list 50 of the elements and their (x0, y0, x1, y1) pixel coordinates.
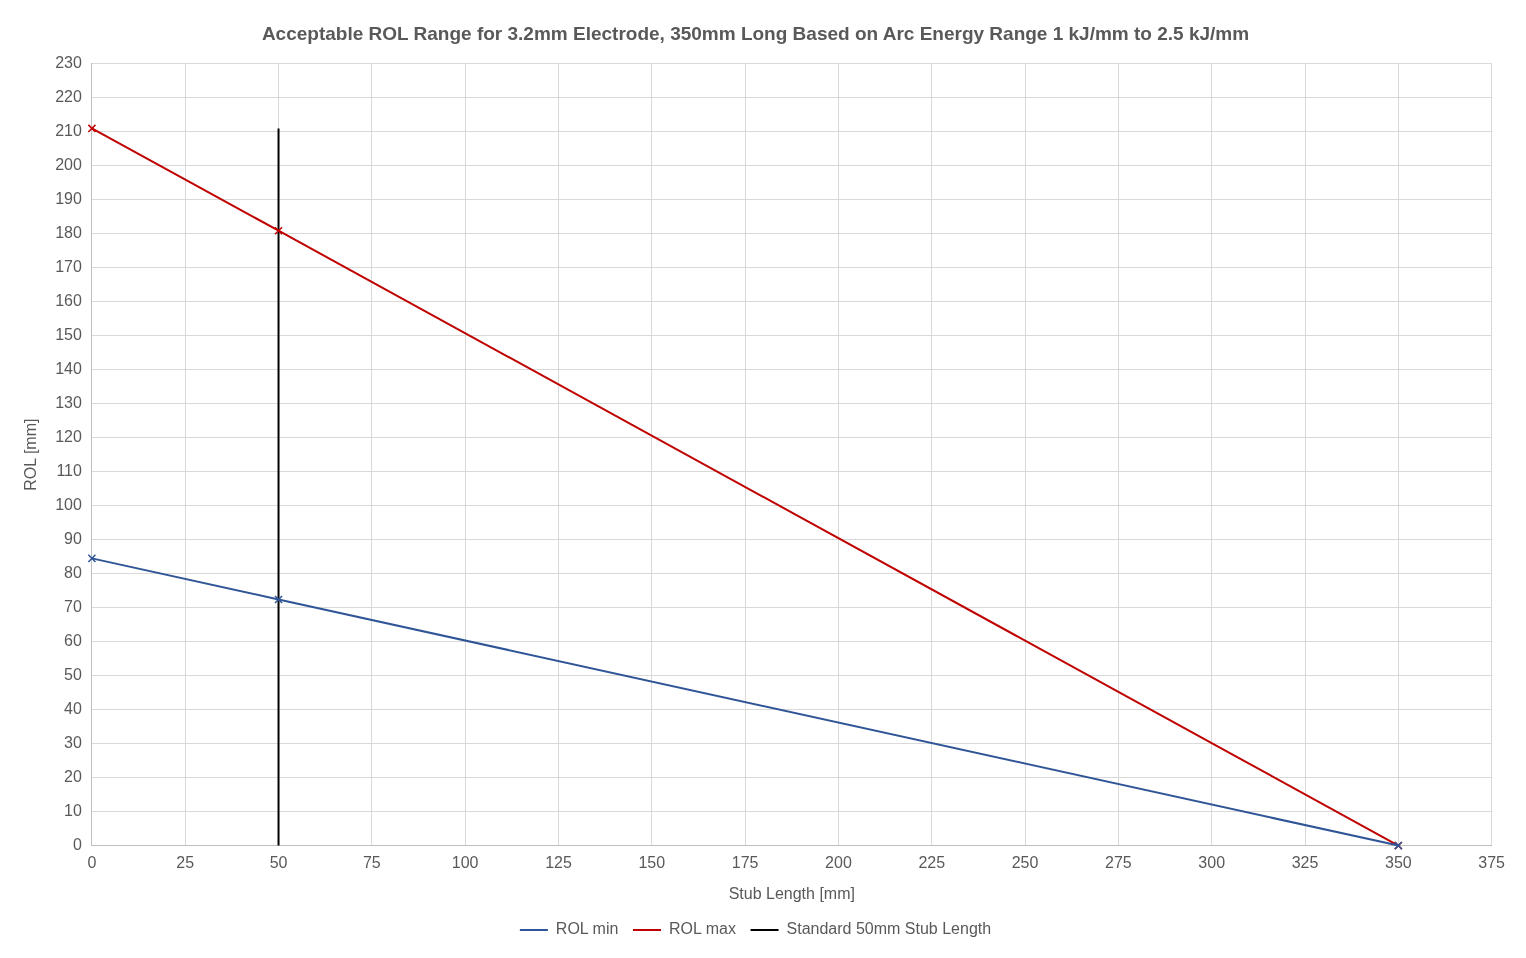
y-tick-label: 50 (64, 666, 82, 684)
y-tick-label: 100 (55, 496, 82, 514)
y-tick-label: 70 (64, 598, 82, 616)
y-tick-label: 190 (55, 190, 82, 208)
y-tick-label: 30 (64, 734, 82, 752)
y-tick-label: 210 (55, 122, 82, 140)
x-tick-label: 175 (731, 853, 759, 871)
x-tick-label: 200 (825, 853, 852, 871)
x-tick-label: 300 (1198, 853, 1226, 871)
y-tick-label: 20 (64, 768, 82, 786)
y-tick-label: 150 (55, 326, 82, 344)
x-tick-label: 125 (545, 853, 572, 871)
x-tick-label: 375 (1478, 853, 1506, 871)
x-axis-title: Stub Length [mm] (728, 884, 855, 902)
point (274, 226, 283, 235)
x-tick-label: 350 (1384, 853, 1412, 871)
x-tick-label: 100 (451, 853, 479, 871)
x-tick-label: 325 (1291, 853, 1319, 871)
y-tick-label: 120 (55, 428, 82, 446)
x-tick-label: 0 (87, 853, 97, 871)
y-tick-label: 170 (55, 258, 82, 276)
y-tick-label: 10 (64, 802, 82, 820)
y-tick-label: 130 (55, 394, 82, 412)
x-tick-label: 25 (176, 853, 195, 871)
legend-label: ROL min (555, 920, 619, 938)
x-tick-label: 225 (918, 853, 946, 871)
y-tick-label: 80 (64, 564, 82, 582)
y-tick-label: 0 (72, 836, 82, 854)
y-tick-label: 40 (64, 700, 82, 718)
point (274, 595, 283, 604)
y-tick-label: 110 (56, 462, 82, 480)
y-axis-title: ROL [mm] (22, 418, 40, 491)
legend-label: ROL max (668, 920, 736, 938)
y-tick-label: 200 (55, 156, 82, 174)
y-tick-label: 90 (64, 530, 82, 548)
legend-label: Standard 50mm Stub Length (786, 920, 992, 938)
y-tick-label: 230 (55, 54, 82, 72)
y-tick-label: 220 (55, 88, 82, 106)
point (87, 554, 97, 563)
y-tick-label: 140 (55, 360, 82, 378)
y-tick-label: 160 (55, 292, 82, 310)
x-tick-label: 75 (362, 853, 381, 871)
chart-title: Acceptable ROL Range for 3.2mm Electrode, 350mm Long Based on Arc Energy Range 1 kJ/mm to 2.5 kJ/mm (261, 22, 1250, 44)
x-tick-label: 275 (1105, 853, 1132, 871)
point (87, 124, 97, 133)
y-tick-label: 60 (64, 632, 82, 650)
y-tick-label: 180 (55, 224, 82, 242)
x-tick-label: 250 (1011, 853, 1039, 871)
x-tick-label: 150 (638, 853, 666, 871)
x-tick-label: 50 (269, 853, 288, 871)
